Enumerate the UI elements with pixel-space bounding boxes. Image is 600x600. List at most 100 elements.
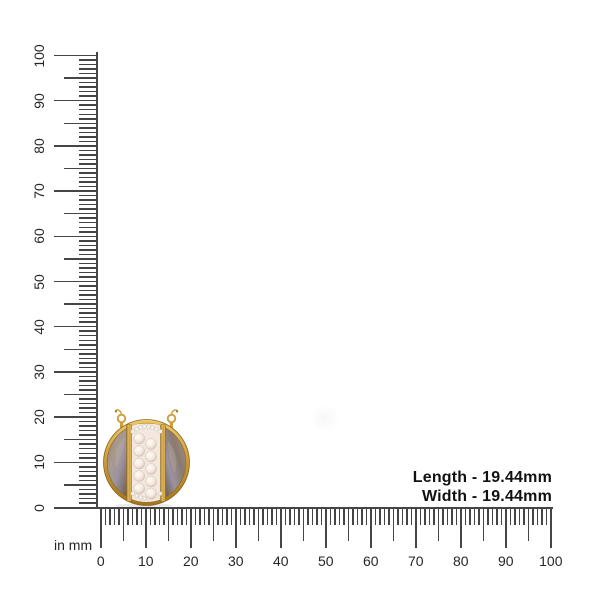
horizontal-ruler-label: 0 <box>96 553 105 569</box>
vertical-ruler-tick <box>78 362 98 364</box>
vertical-ruler-tick <box>78 253 98 256</box>
vertical-ruler-label: 100 <box>31 43 47 68</box>
pendant-photo <box>103 409 190 508</box>
horizontal-ruler-tick <box>293 509 296 525</box>
moonstone-cabochons <box>133 432 157 500</box>
vertical-ruler-tick <box>78 344 98 346</box>
horizontal-ruler-tick <box>509 509 512 525</box>
vertical-ruler-tick <box>78 249 98 251</box>
top-crystal-arc <box>130 424 163 434</box>
vertical-ruler-tick <box>78 357 98 360</box>
vertical-ruler-tick <box>78 339 98 341</box>
vertical-ruler-tick <box>78 470 98 473</box>
vertical-ruler-tick <box>78 86 98 88</box>
vertical-ruler-label: 0 <box>31 503 47 512</box>
vertical-ruler-label: 20 <box>31 409 47 425</box>
vertical-ruler-tick <box>78 154 98 156</box>
horizontal-ruler-tick <box>473 509 476 525</box>
vertical-ruler-tick <box>78 203 98 206</box>
vertical-ruler-tick <box>78 185 98 188</box>
gold-bar-groove <box>162 425 164 501</box>
vertical-ruler-tick <box>78 240 98 242</box>
vertical-ruler-tick <box>78 398 98 400</box>
horizontal-ruler-tick <box>491 509 494 525</box>
horizontal-ruler-tick <box>352 509 354 525</box>
vertical-ruler-label: 60 <box>31 228 47 245</box>
horizontal-ruler-tick <box>392 509 395 541</box>
vertical-ruler-tick <box>78 493 98 495</box>
vertical-ruler-tick <box>78 231 98 233</box>
horizontal-ruler-tick <box>172 509 174 525</box>
vertical-ruler-tick <box>78 113 98 115</box>
vertical-ruler-tick <box>78 429 98 432</box>
vertical-ruler-tick <box>78 452 98 454</box>
horizontal-ruler-tick <box>118 509 120 525</box>
vertical-ruler-tick <box>63 303 98 305</box>
vertical-ruler-tick <box>78 402 98 405</box>
horizontal-ruler-tick <box>370 509 372 548</box>
horizontal-ruler-tick <box>307 509 309 525</box>
horizontal-ruler-tick <box>451 509 453 525</box>
vertical-ruler-tick <box>78 488 98 491</box>
vertical-ruler-tick <box>78 502 98 504</box>
vertical-ruler-tick <box>53 54 98 57</box>
vertical-ruler-tick <box>63 212 98 215</box>
horizontal-ruler-tick <box>100 509 102 548</box>
horizontal-ruler-tick <box>284 509 287 525</box>
vertical-ruler-tick <box>78 140 98 143</box>
horizontal-ruler-tick <box>199 509 201 525</box>
horizontal-ruler-tick <box>212 509 215 541</box>
horizontal-ruler-tick <box>185 509 188 525</box>
horizontal-ruler-tick <box>275 509 278 525</box>
vertical-ruler-tick <box>78 479 98 482</box>
horizontal-ruler-label: 80 <box>453 553 469 569</box>
horizontal-ruler-tick <box>280 509 282 548</box>
vertical-ruler-tick <box>78 443 98 445</box>
vertical-ruler-tick <box>78 63 98 66</box>
vertical-ruler-tick <box>78 380 98 382</box>
horizontal-ruler-tick <box>343 509 345 525</box>
vertical-ruler-tick <box>63 77 98 79</box>
horizontal-ruler-tick <box>505 509 507 548</box>
vertical-ruler-tick <box>78 194 98 197</box>
vertical-ruler-tick <box>53 280 98 283</box>
vertical-ruler-tick <box>78 375 98 378</box>
vertical-ruler-tick <box>78 316 98 319</box>
horizontal-ruler-tick <box>244 509 246 525</box>
horizontal-ruler-tick <box>127 509 129 525</box>
length-value: Length - 19.44mm <box>412 469 552 486</box>
horizontal-ruler-tick <box>379 509 381 525</box>
vertical-ruler-tick <box>78 366 98 369</box>
measurement-text: Length - 19.44mm Width - 19.44mm <box>413 469 552 506</box>
horizontal-ruler-tick <box>532 509 534 525</box>
horizontal-ruler-tick <box>419 509 422 525</box>
vertical-ruler-tick <box>78 221 98 224</box>
horizontal-ruler-tick <box>298 509 300 525</box>
horizontal-ruler-tick <box>329 509 332 525</box>
horizontal-ruler-label: 60 <box>363 553 379 569</box>
horizontal-ruler-tick <box>500 509 503 525</box>
horizontal-ruler-label: 70 <box>408 553 424 569</box>
horizontal-ruler-tick <box>433 509 435 525</box>
left-hook-icon <box>114 409 127 429</box>
horizontal-ruler-tick <box>253 509 255 525</box>
vertical-ruler-line <box>96 52 98 509</box>
horizontal-ruler-tick <box>356 509 359 525</box>
horizontal-ruler-tick <box>262 509 264 525</box>
vertical-ruler-tick <box>78 411 98 414</box>
vertical-ruler-tick <box>78 457 98 459</box>
horizontal-ruler-tick <box>514 509 516 525</box>
vertical-ruler-tick <box>78 108 98 111</box>
horizontal-ruler-tick <box>194 509 197 525</box>
horizontal-ruler-label: 50 <box>318 553 334 569</box>
horizontal-ruler-label: 90 <box>498 553 514 569</box>
horizontal-ruler-tick <box>145 509 147 548</box>
horizontal-ruler-tick <box>113 509 116 525</box>
vertical-ruler-label: 50 <box>31 273 47 290</box>
vertical-ruler-tick <box>78 420 98 423</box>
vertical-ruler-tick <box>53 190 98 192</box>
vertical-ruler-tick <box>78 271 98 274</box>
horizontal-ruler-tick <box>446 509 449 525</box>
vertical-ruler-label: 70 <box>31 183 47 199</box>
